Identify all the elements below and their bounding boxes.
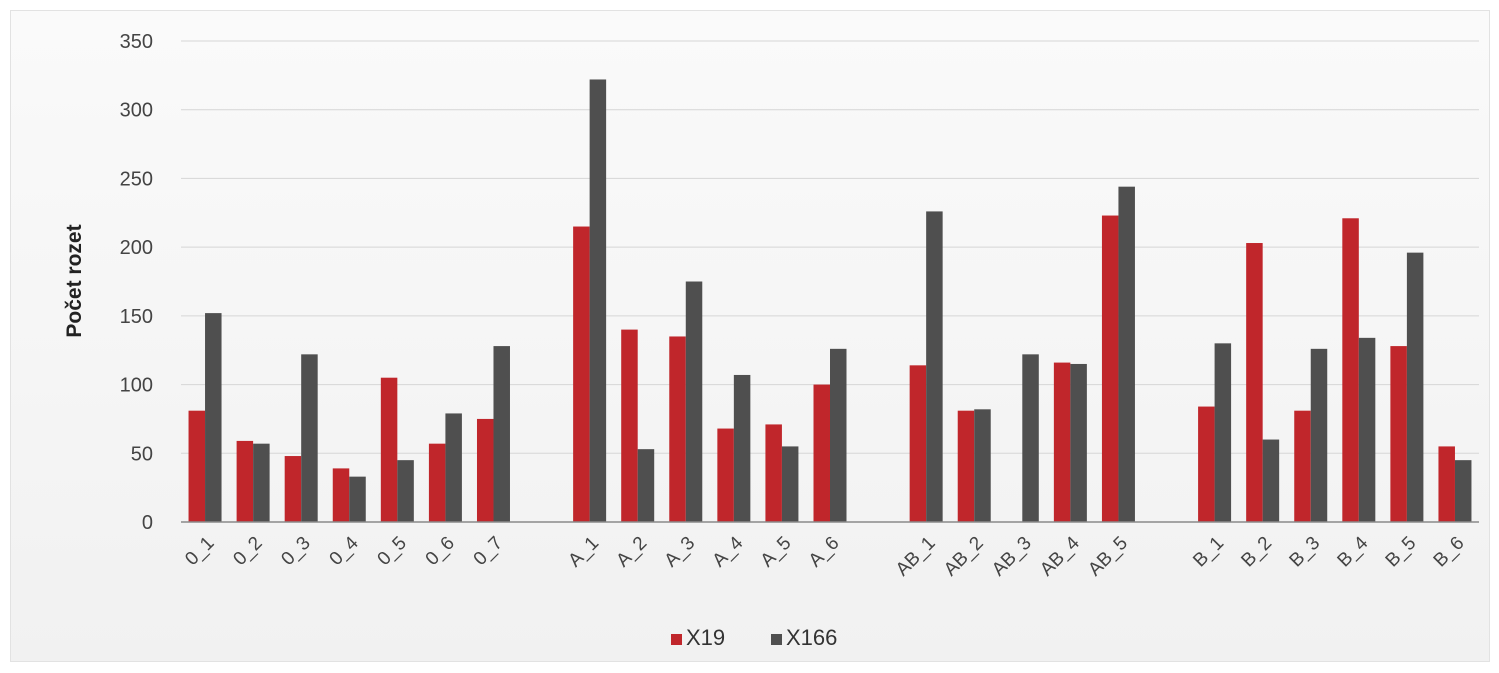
- x-tick-label: A_4: [709, 532, 748, 571]
- x-tick-label: A_1: [564, 533, 603, 572]
- legend-label-x166: X166: [786, 625, 837, 650]
- x-tick-label: 0_3: [277, 533, 314, 570]
- bar-x19-0-1: [188, 410, 206, 522]
- bar-x166-b-1: [1214, 343, 1232, 522]
- legend: X19 X166: [671, 625, 837, 650]
- bar-x19-a-6: [813, 384, 830, 522]
- bar-x166-b-5: [1406, 252, 1424, 522]
- bar-x19-0-3: [284, 456, 302, 522]
- bar-chart: 0 50 100 150 200 250 300 350 Počet rozet 0_1 0_2…: [63, 31, 1479, 650]
- x-tick-label: 0_2: [229, 533, 266, 570]
- bar-x166-a-4: [733, 374, 751, 522]
- bar-x166-ab-4: [1070, 363, 1087, 522]
- bar-x19-0-4: [332, 468, 350, 522]
- bar-x19-ab-2: [957, 410, 975, 522]
- bar-x19-0-5: [380, 377, 398, 522]
- bar-x19-ab-4: [1053, 362, 1071, 522]
- bar-x166-ab-2: [974, 409, 991, 522]
- x-tick-label: 0_5: [374, 533, 411, 570]
- bar-x166-ab-5: [1118, 186, 1135, 522]
- legend-swatch-x166: [771, 634, 782, 645]
- bar-x19-ab-5: [1101, 215, 1119, 522]
- y-tick-label: 200: [120, 237, 153, 259]
- bar-x19-a-3: [669, 336, 686, 522]
- y-tick-label: 50: [131, 443, 153, 465]
- y-tick-label: 350: [120, 31, 153, 53]
- bar-x166-a-1: [589, 79, 607, 522]
- x-tick-label: B_3: [1286, 533, 1325, 572]
- y-axis-ticks: 0 50 100 150 200 250 300 350: [120, 31, 153, 534]
- bar-x166-a-6: [830, 348, 847, 522]
- bar-x19-ab-1: [909, 365, 927, 522]
- y-tick-label: 150: [120, 306, 153, 328]
- bar-x166-0-4: [349, 476, 366, 522]
- y-tick-label: 250: [120, 168, 153, 190]
- bar-x166-b-6: [1454, 460, 1472, 522]
- legend-swatch-x19: [671, 634, 682, 645]
- bar-x166-ab-3: [1022, 354, 1039, 522]
- bar-x19-b-6: [1438, 446, 1455, 522]
- x-tick-label: 0_7: [470, 533, 507, 570]
- bar-x19-a-1: [573, 226, 590, 522]
- bar-x166-0-1: [205, 313, 222, 522]
- bar-x166-0-2: [253, 443, 270, 522]
- bars: [188, 79, 1472, 523]
- bar-x166-0-6: [445, 413, 462, 522]
- bar-x166-0-3: [301, 354, 318, 522]
- y-tick-label: 300: [120, 100, 153, 122]
- bar-x19-b-5: [1390, 346, 1407, 522]
- x-tick-label: B_4: [1334, 532, 1373, 571]
- bar-x166-0-5: [397, 460, 414, 522]
- x-tick-label: AB_5: [1084, 533, 1132, 581]
- bar-x166-b-2: [1262, 439, 1280, 522]
- x-tick-label: A_2: [612, 533, 651, 572]
- x-axis-ticks: 0_1 0_2 0_3 0_4 0_5 0_6 0_7 A_1 A_2 A_3 A_4 A_5 A_6 A…: [181, 532, 1468, 580]
- bar-x166-ab-1: [926, 211, 943, 522]
- bar-x19-0-6: [428, 443, 446, 522]
- bar-x19-a-4: [717, 428, 734, 522]
- x-tick-label: B_2: [1237, 533, 1276, 572]
- y-tick-label: 100: [120, 375, 153, 397]
- bar-x19-b-4: [1342, 218, 1359, 523]
- x-tick-label: B_5: [1382, 533, 1421, 572]
- bar-x166-a-3: [685, 281, 703, 522]
- x-tick-label: AB_2: [940, 533, 988, 581]
- bar-x19-0-7: [476, 418, 494, 522]
- x-tick-label: AB_1: [892, 533, 940, 581]
- x-tick-label: B_1: [1189, 533, 1228, 572]
- x-tick-label: B_6: [1430, 533, 1469, 572]
- bar-x19-0-2: [236, 440, 254, 522]
- bar-x166-a-5: [781, 446, 799, 522]
- x-tick-label: 0_6: [422, 533, 459, 570]
- y-axis-title: Počet rozet: [63, 224, 86, 337]
- bar-x19-a-2: [621, 329, 638, 522]
- x-tick-label: A_3: [661, 533, 700, 572]
- bar-x19-a-5: [765, 424, 782, 522]
- bar-x19-b-2: [1246, 243, 1263, 522]
- y-tick-label: 0: [142, 512, 153, 534]
- bar-x166-b-3: [1310, 348, 1328, 522]
- x-tick-label: AB_3: [988, 533, 1036, 581]
- legend-label-x19: X19: [686, 625, 725, 650]
- bar-x166-b-4: [1358, 337, 1376, 522]
- x-tick-label: 0_1: [181, 533, 218, 570]
- x-tick-label: A_6: [805, 533, 844, 572]
- x-tick-label: A_5: [757, 533, 796, 572]
- bar-x166-a-2: [637, 449, 655, 522]
- bar-x19-b-3: [1294, 410, 1311, 522]
- bar-x19-b-1: [1198, 406, 1215, 522]
- chart-frame: 0 50 100 150 200 250 300 350 Počet rozet 0_1 0_2…: [10, 10, 1490, 662]
- x-tick-label: 0_4: [326, 532, 364, 570]
- x-tick-label: AB_4: [1036, 532, 1084, 580]
- bar-x166-0-7: [493, 346, 510, 522]
